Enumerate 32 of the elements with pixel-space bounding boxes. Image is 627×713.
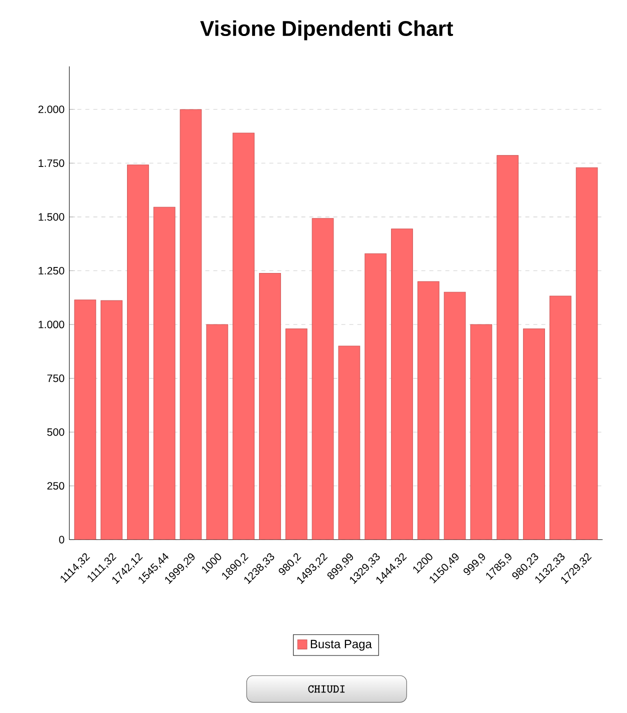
bar: [576, 167, 598, 540]
chart-title: Visione Dipendenti Chart: [200, 20, 454, 40]
bar: [417, 281, 440, 540]
bar: [470, 324, 492, 540]
y-tick-label: 1.500: [38, 213, 64, 221]
legend-label: Busta Paga: [310, 640, 372, 651]
bar: [391, 228, 413, 540]
bar: [549, 296, 572, 540]
y-tick-label: 250: [47, 482, 64, 490]
bar: [496, 155, 519, 540]
bar: [232, 132, 255, 540]
bar: [285, 328, 308, 540]
bar: [74, 300, 96, 540]
bar: [100, 300, 123, 540]
bar: [180, 109, 202, 540]
y-tick-label: 750: [47, 374, 64, 382]
bar: [206, 324, 228, 540]
y-tick-label: 1.750: [38, 159, 64, 167]
bar: [444, 292, 466, 540]
bar: [364, 253, 387, 540]
bar: [153, 206, 176, 540]
y-tick-label: 1.000: [38, 320, 64, 328]
text: CHIUDI: [308, 685, 345, 693]
y-tick-label: 1.250: [38, 266, 64, 274]
bar: [338, 346, 360, 540]
bar: [523, 328, 545, 540]
bar: [127, 164, 149, 540]
y-tick-label: 500: [47, 428, 64, 436]
bar: [312, 218, 334, 540]
y-tick-label: 2.000: [38, 106, 64, 114]
bar: [259, 272, 281, 540]
y-tick-label: 0: [59, 536, 64, 544]
